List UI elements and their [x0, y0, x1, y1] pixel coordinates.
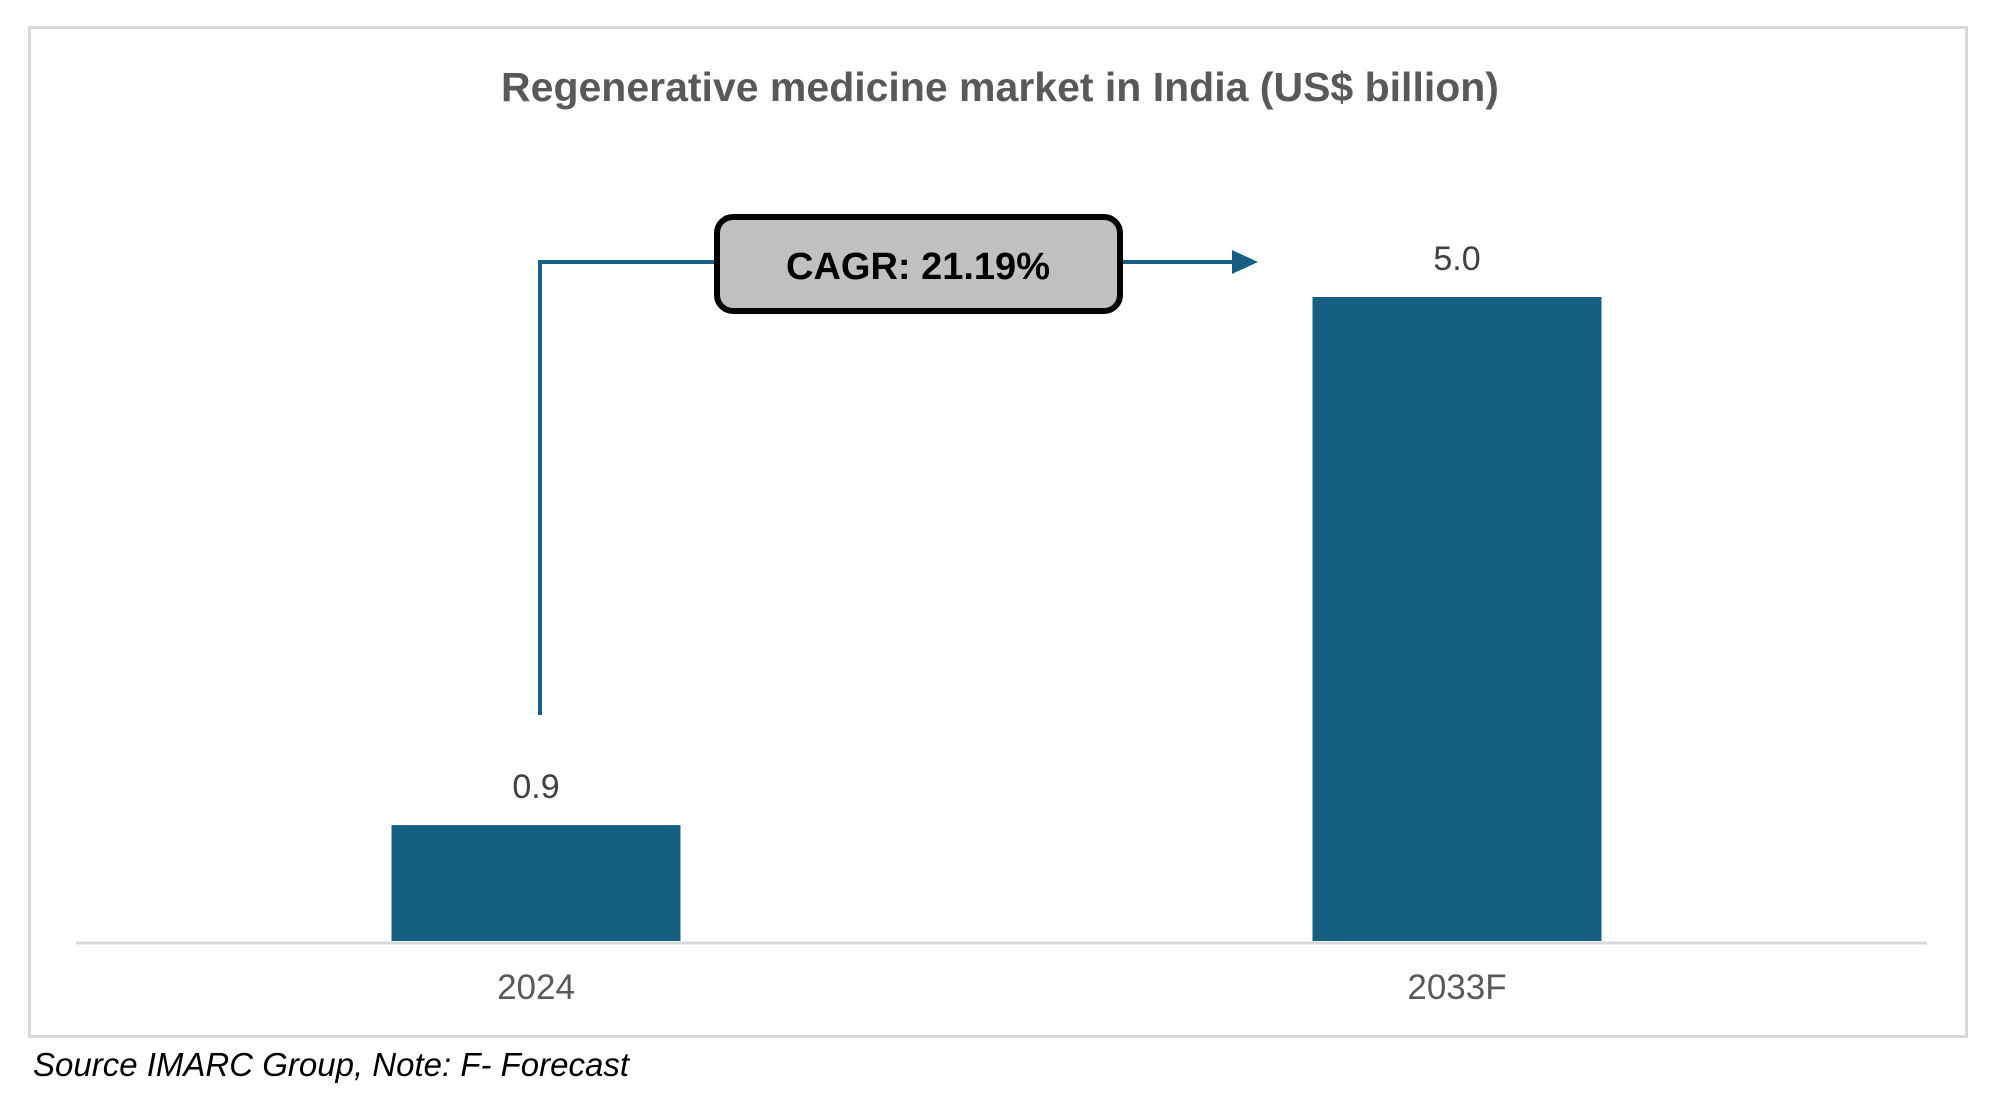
value-labels-group: 0.9 5.0 [512, 240, 1480, 806]
cagr-annotation: CAGR: 21.19% [538, 214, 1258, 715]
bars-group [391, 297, 1602, 941]
chart-title: Regenerative medicine market in India (U… [501, 64, 1499, 110]
x-tick-label-2024: 2024 [497, 968, 575, 1007]
bar-2033F [1312, 297, 1602, 941]
tick-labels-group: 2024 2033F [497, 968, 1507, 1007]
x-tick-label-2033F: 2033F [1407, 968, 1506, 1007]
chart-frame [28, 26, 1968, 1038]
cagr-box [714, 214, 1123, 314]
source-note: Source IMARC Group, Note: F- Forecast [33, 1046, 630, 1083]
value-label-2033F: 5.0 [1433, 240, 1480, 278]
cagr-connector-left [538, 260, 717, 715]
arrow-head-icon [1232, 250, 1258, 274]
cagr-label: CAGR: 21.19% [786, 246, 1050, 288]
bar-2024 [391, 825, 681, 941]
value-label-2024: 0.9 [512, 768, 559, 806]
